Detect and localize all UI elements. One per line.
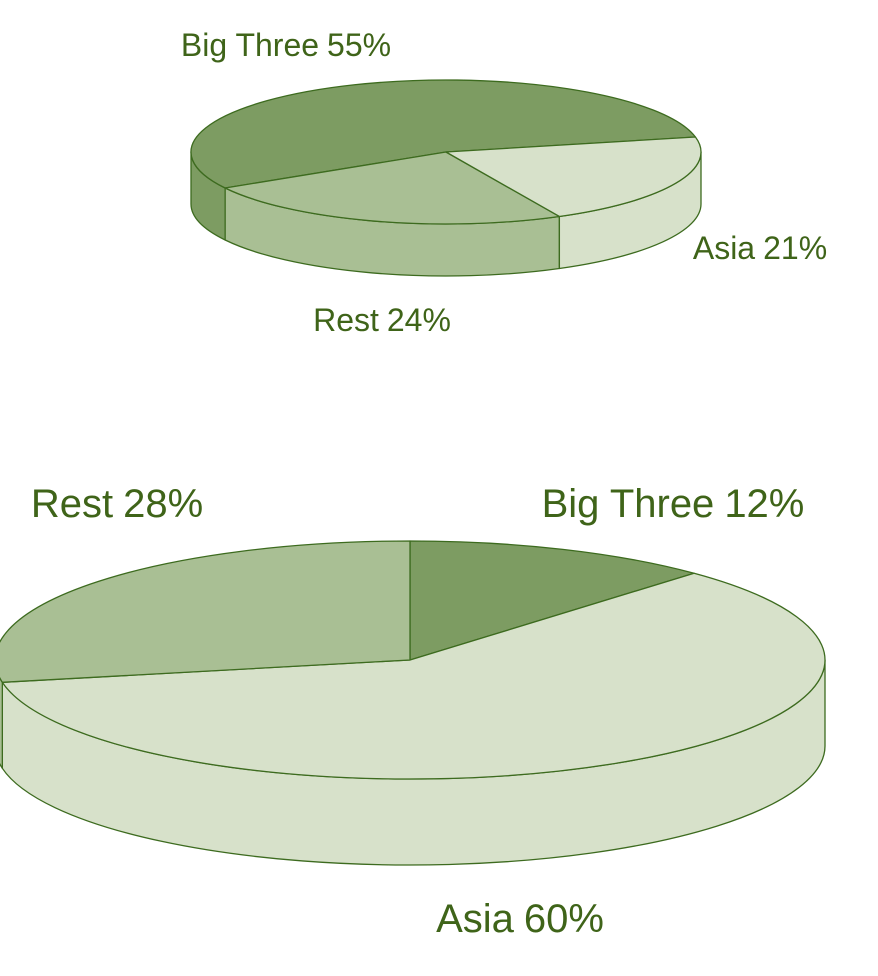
pie-slice [190,79,697,189]
slice-label: Asia 21% [693,230,827,266]
pie [190,79,702,277]
slice-name: Big Three [542,482,715,526]
slice-name: Rest [31,482,113,526]
slice-label: Asia 60% [436,897,604,941]
slice-name: Asia [693,230,755,266]
pie-slice [445,136,702,218]
pie-slice [0,540,411,683]
pie-slice [1,572,826,780]
slice-name: Rest [313,302,379,338]
slice-value: 24% [387,302,451,338]
slice-name: Asia [436,897,515,941]
slice-value: 21% [763,230,827,266]
pie-side [0,676,4,769]
slice-value: 28% [123,482,203,526]
slice-value: 60% [524,897,604,941]
pie [0,540,826,866]
slice-label: Rest 28% [31,482,203,526]
slice-label: Rest 24% [313,302,451,338]
slice-label: Big Three 12% [542,482,805,526]
slice-value: 55% [327,27,391,63]
slice-name: Big Three [181,27,319,63]
slice-label: Big Three 55% [181,27,391,63]
pie-slice [224,151,561,225]
pie-slice [409,540,695,661]
slice-value: 12% [724,482,804,526]
